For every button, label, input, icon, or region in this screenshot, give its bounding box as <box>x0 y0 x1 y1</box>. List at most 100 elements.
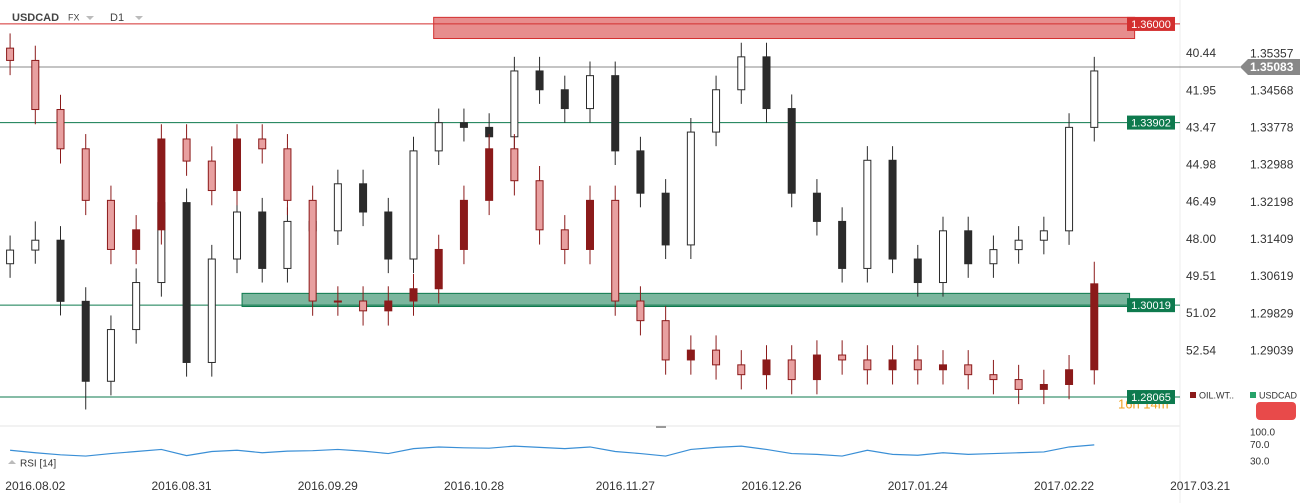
candle-body <box>207 160 216 192</box>
candle-body <box>258 138 267 150</box>
candle-body <box>787 359 796 381</box>
candle <box>636 286 645 336</box>
candle <box>409 136 418 274</box>
candle <box>333 169 342 245</box>
candle-body <box>888 359 897 371</box>
candle <box>762 345 771 390</box>
candle <box>812 179 821 236</box>
candle <box>459 108 468 142</box>
y2-tick-label: 52.54 <box>1186 343 1216 357</box>
candle-body <box>56 109 65 150</box>
level-band <box>241 292 1131 308</box>
candle <box>938 350 947 385</box>
candle-body <box>106 199 115 250</box>
rsi-line <box>10 444 1095 457</box>
caret[interactable] <box>86 16 94 20</box>
candle-body <box>938 230 947 284</box>
candle-body <box>182 138 191 162</box>
candle <box>81 287 90 410</box>
candle <box>258 124 267 164</box>
candle <box>863 146 872 283</box>
candle <box>1065 355 1074 400</box>
candle-body <box>989 249 998 265</box>
candle-body <box>938 364 947 371</box>
level-label-box <box>1127 16 1175 31</box>
candle-body <box>207 258 216 363</box>
y-tick-label: 1.30619 <box>1250 269 1294 283</box>
x-tick-label: 2017.02.22 <box>1034 479 1094 493</box>
timeframe[interactable]: D1 <box>110 12 124 24</box>
x-tick-label: 2016.12.26 <box>742 479 802 493</box>
level-label: 1.36000 <box>1131 19 1171 31</box>
candle-body <box>132 282 141 331</box>
level-label-box <box>1127 390 1175 405</box>
y-tick-label: 1.29039 <box>1250 343 1294 357</box>
candle-body <box>510 148 519 182</box>
x-tick-label: 2016.10.28 <box>444 479 504 493</box>
alert-button[interactable] <box>1256 402 1296 420</box>
candle-body <box>989 374 998 381</box>
legend-swatch <box>1250 392 1256 398</box>
current-price-label: 1.35083 <box>1250 60 1294 74</box>
candle-body <box>560 89 569 110</box>
candle <box>535 165 544 245</box>
candle <box>283 207 292 283</box>
candle-body <box>661 320 670 361</box>
candle-body <box>1014 239 1023 251</box>
y-tick-label: 1.34568 <box>1250 83 1294 97</box>
candle <box>6 33 15 76</box>
y2-tick-label: 51.02 <box>1186 306 1216 320</box>
candle <box>1039 216 1048 255</box>
current-price-box <box>1240 59 1300 76</box>
candle <box>207 146 216 206</box>
candle <box>913 345 922 385</box>
candle-body <box>838 220 847 269</box>
candle <box>762 42 771 123</box>
candle-body <box>863 359 872 371</box>
candle <box>737 42 746 104</box>
candle <box>233 197 242 274</box>
candle-body <box>81 148 90 201</box>
candle <box>1090 56 1099 142</box>
candle-body <box>409 288 418 302</box>
candle-body <box>762 359 771 376</box>
candle <box>157 124 166 245</box>
candle <box>510 134 519 196</box>
candle-body <box>283 148 292 201</box>
candle-body <box>359 300 368 312</box>
candle-body <box>459 199 468 250</box>
candle <box>81 134 90 216</box>
candle-body <box>1039 230 1048 241</box>
candle-body <box>1090 70 1099 128</box>
level-label: 1.28065 <box>1131 392 1171 404</box>
candle-body <box>283 220 292 269</box>
candle-body <box>485 148 494 201</box>
level-band <box>433 16 1136 40</box>
y-tick-label: 1.35357 <box>1250 46 1294 60</box>
legend-swatch <box>1190 392 1196 398</box>
candle-body <box>913 359 922 371</box>
y-tick-label: 1.32988 <box>1250 158 1294 172</box>
candle-body <box>535 70 544 91</box>
candle-body <box>560 229 569 250</box>
candle-body <box>737 56 746 91</box>
caret[interactable] <box>8 460 16 464</box>
rsi-tick-label: 70.0 <box>1250 440 1270 451</box>
candle <box>56 94 65 164</box>
caret[interactable] <box>135 16 143 20</box>
candle <box>611 61 620 165</box>
candle <box>661 179 670 260</box>
candle-body <box>1065 126 1074 232</box>
candle <box>1014 226 1023 264</box>
market[interactable]: FX <box>68 12 80 22</box>
level-label: 1.30019 <box>1131 300 1171 312</box>
candle-body <box>812 354 821 381</box>
candle-body <box>838 354 847 361</box>
candle <box>106 315 115 396</box>
candle <box>586 61 594 123</box>
candle <box>6 235 15 278</box>
symbol[interactable]: USDCAD <box>12 12 59 24</box>
x-tick-label: 2016.08.31 <box>152 479 212 493</box>
candle <box>182 188 191 377</box>
candle-body <box>964 364 973 376</box>
